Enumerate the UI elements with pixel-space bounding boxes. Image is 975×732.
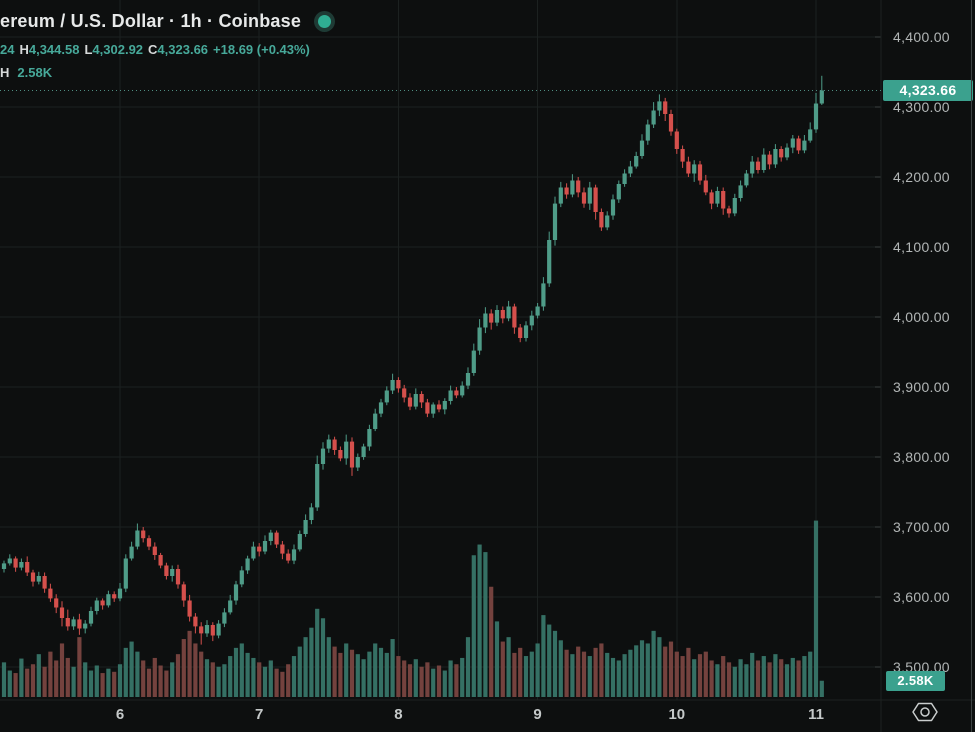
change-value: +18.69 (+0.43%) bbox=[213, 42, 310, 57]
symbol-title[interactable]: ereum / U.S. Dollar · 1h · Coinbase bbox=[0, 10, 302, 31]
price-axis-label: 3,800.00 bbox=[893, 449, 950, 465]
time-axis-label: 10 bbox=[668, 706, 686, 723]
volume-indicator-row: H 2.58K bbox=[0, 65, 331, 80]
price-axis-label: 3,600.00 bbox=[893, 589, 950, 605]
price-axis-label: 3,900.00 bbox=[893, 379, 950, 395]
price-axis[interactable]: 4,400.00 4,300.00 4,200.00 4,100.00 4,000.00… bbox=[881, 0, 975, 700]
time-axis-label: 9 bbox=[533, 706, 542, 723]
volume-label-fragment: H bbox=[0, 65, 10, 80]
high-label: H bbox=[19, 42, 29, 57]
price-axis-label: 3,700.00 bbox=[893, 519, 950, 535]
close-label: C bbox=[148, 42, 158, 57]
low-value: 4,302.92 bbox=[92, 42, 144, 57]
price-axis-label: 4,300.00 bbox=[893, 99, 950, 115]
volume-value: 2.58K bbox=[17, 65, 53, 80]
price-axis-label: 4,400.00 bbox=[893, 29, 950, 45]
last-volume-badge: 2.58K bbox=[886, 670, 945, 691]
close-value: 4,323.66 bbox=[157, 42, 209, 57]
open-value-fragment: 24 bbox=[0, 42, 15, 57]
window-right-edge bbox=[971, 0, 972, 732]
time-axis[interactable]: 6 7 8 9 10 11 bbox=[0, 700, 975, 732]
time-axis-label: 6 bbox=[115, 706, 125, 723]
high-value: 4,344.58 bbox=[28, 42, 80, 57]
price-axis-label: 4,000.00 bbox=[893, 309, 950, 325]
time-axis-label: 8 bbox=[394, 706, 403, 723]
chart-legend: ereum / U.S. Dollar · 1h · Coinbase 24 H… bbox=[0, 8, 332, 80]
market-status-dot[interactable] bbox=[318, 14, 332, 28]
time-axis-label: 7 bbox=[255, 706, 264, 723]
price-axis-label: 3,500.00 bbox=[893, 659, 950, 675]
low-label: L bbox=[84, 42, 93, 57]
last-price-badge: 4,323.66 bbox=[883, 79, 973, 101]
price-axis-label: 4,200.00 bbox=[893, 169, 950, 185]
ohlc-values-row: 24 H4,344.58 L4,302.92 C4,323.66 +18.69 … bbox=[0, 42, 331, 57]
axis-settings-gear-icon[interactable] bbox=[908, 699, 942, 727]
price-axis-label: 4,100.00 bbox=[893, 239, 950, 255]
time-axis-label: 11 bbox=[808, 706, 824, 723]
